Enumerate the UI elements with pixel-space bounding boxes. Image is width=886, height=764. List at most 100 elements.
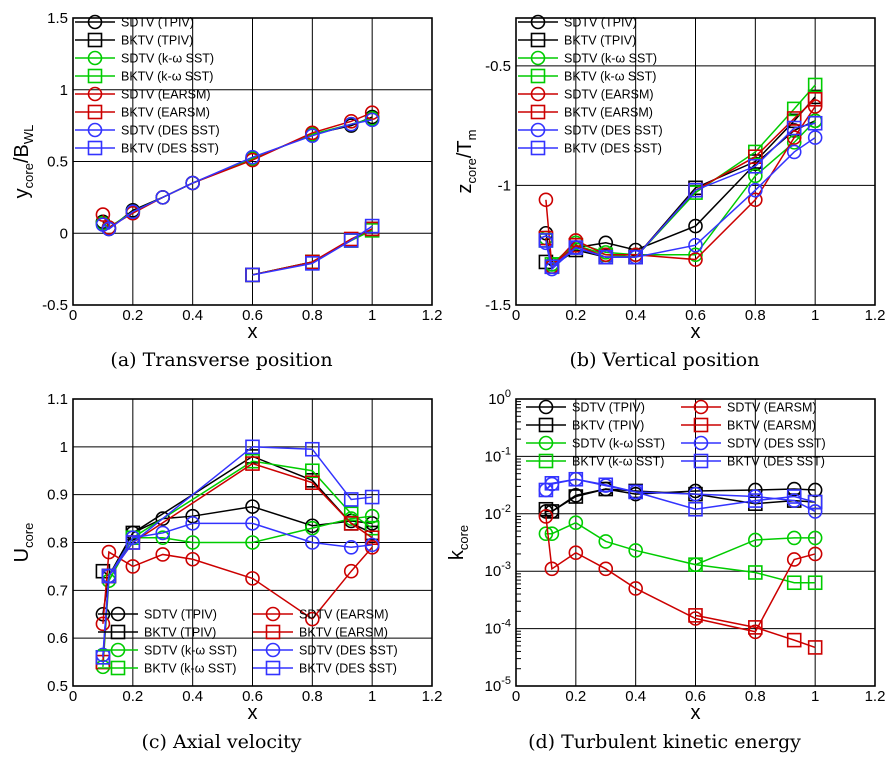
y-tick-label: 10-2 bbox=[485, 503, 511, 523]
series-line bbox=[102, 546, 373, 624]
legend-entry: BKTV (TPIV) bbox=[75, 32, 193, 48]
legend-label: BKTV (EARSM) bbox=[121, 106, 210, 120]
data-point bbox=[364, 105, 380, 121]
series-line bbox=[545, 516, 816, 633]
y-tick-label: 0.7 bbox=[47, 582, 68, 599]
legend-label: BKTV (EARSM) bbox=[299, 626, 388, 640]
data-point bbox=[748, 620, 763, 635]
legend-marker bbox=[87, 122, 103, 138]
series-line bbox=[102, 119, 373, 230]
data-point bbox=[628, 484, 643, 500]
legend-entry: SDTV (TPIV) bbox=[526, 399, 645, 415]
series-0 bbox=[95, 499, 380, 622]
data-point bbox=[95, 207, 111, 222]
legend-marker bbox=[530, 140, 546, 156]
x-tick-label: 0 bbox=[512, 307, 520, 324]
data-point bbox=[688, 252, 703, 267]
data-point bbox=[305, 611, 320, 627]
y-tick-label: 10-4 bbox=[485, 618, 511, 638]
x-tick-label: 0.2 bbox=[565, 688, 586, 705]
series-7 bbox=[538, 115, 823, 275]
y-tick-label: 10-1 bbox=[485, 445, 511, 465]
legend-label: SDTV (TPIV) bbox=[121, 16, 194, 30]
series-3 bbox=[688, 557, 823, 591]
x-tick-label: 0.2 bbox=[122, 307, 143, 324]
data-point bbox=[628, 249, 643, 265]
data-point bbox=[305, 441, 320, 457]
legend-marker bbox=[87, 68, 103, 84]
data-point bbox=[544, 259, 560, 275]
x-tick-label: 0.8 bbox=[745, 307, 766, 324]
x-tick-label: 1.2 bbox=[422, 688, 443, 705]
series-line bbox=[545, 478, 816, 513]
y-tick-label: 1.1 bbox=[47, 391, 68, 408]
data-point bbox=[538, 526, 554, 542]
data-point bbox=[598, 477, 614, 493]
data-point bbox=[343, 233, 359, 248]
legend-label: BKTV (EARSM) bbox=[727, 419, 816, 433]
legend-entry: BKTV (EARSM) bbox=[75, 104, 210, 120]
legend-label: SDTV (EARSM) bbox=[564, 88, 654, 102]
data-point bbox=[688, 237, 703, 253]
legend-entry: SDTV (TPIV) bbox=[98, 606, 217, 622]
data-point bbox=[305, 475, 320, 491]
figure-caption-a: (a) Transverse position bbox=[110, 349, 333, 371]
data-point bbox=[807, 482, 823, 498]
data-point bbox=[101, 544, 117, 560]
y-axis-label: zcore/Tm bbox=[454, 130, 479, 194]
plot-frame bbox=[72, 17, 433, 306]
legend-label: BKTV (DES SST) bbox=[121, 142, 219, 156]
data-point bbox=[807, 504, 823, 519]
data-point bbox=[245, 571, 260, 586]
data-point bbox=[807, 640, 823, 655]
legend-entry: SDTV (k-ω SST) bbox=[526, 435, 665, 451]
legend-label: BKTV (TPIV) bbox=[564, 34, 636, 48]
legend-label: BKTV (k-ω SST) bbox=[564, 70, 656, 84]
data-point bbox=[101, 221, 117, 237]
legend-marker bbox=[87, 32, 103, 48]
data-point bbox=[343, 539, 359, 555]
data-point bbox=[364, 218, 380, 234]
data-point bbox=[245, 456, 260, 471]
data-point bbox=[807, 77, 823, 93]
x-axis-label: x bbox=[248, 702, 258, 722]
legend-label: BKTV (k-ω SST) bbox=[144, 662, 236, 676]
x-axis-label: x bbox=[248, 321, 258, 340]
legend-entry: BKTV (DES SST) bbox=[681, 453, 825, 469]
data-point bbox=[748, 149, 763, 165]
data-point bbox=[598, 235, 614, 251]
data-point bbox=[343, 492, 359, 507]
legend-marker bbox=[693, 453, 709, 469]
legend-entry: BKTV (EARSM) bbox=[253, 624, 388, 640]
series-line bbox=[102, 446, 373, 658]
legend-entry: SDTV (DES SST) bbox=[75, 122, 220, 138]
data-point bbox=[568, 545, 584, 561]
x-tick-label: 0.8 bbox=[302, 688, 323, 705]
series-6 bbox=[95, 112, 380, 237]
data-point bbox=[786, 481, 802, 497]
data-point bbox=[807, 130, 823, 145]
legend-marker bbox=[265, 606, 281, 622]
data-point bbox=[748, 182, 763, 198]
chart-svg-d: 0 0.2 0.4 0.6 0.8 1 1.2 10-5 10-4 10-3 10-2 10-1 100… bbox=[446, 388, 885, 722]
series-line bbox=[102, 522, 373, 655]
legend-marker bbox=[265, 642, 281, 658]
data-point bbox=[125, 559, 141, 574]
legend-marker bbox=[530, 50, 546, 66]
legend-label: SDTV (DES SST) bbox=[299, 644, 398, 658]
data-point bbox=[125, 535, 141, 550]
legend-marker bbox=[530, 104, 546, 120]
legend-label: SDTV (k-ω SST) bbox=[121, 52, 214, 66]
legend-entry: BKTV (k-ω SST) bbox=[98, 660, 236, 676]
x-tick-label: 1 bbox=[811, 688, 819, 705]
legend-marker bbox=[265, 624, 281, 640]
legend-entry: BKTV (k-ω SST) bbox=[75, 68, 213, 84]
legend-entry: SDTV (DES SST) bbox=[518, 122, 663, 138]
legend-label: BKTV (k-ω SST) bbox=[121, 70, 213, 84]
chart-svg-b: 0 0.2 0.4 0.6 0.8 1 1.2 -1.5 -1 -0.5 x zcore/Tm SDTV… bbox=[454, 14, 885, 340]
series-7 bbox=[538, 471, 823, 517]
data-point bbox=[305, 128, 320, 143]
series-7 bbox=[95, 439, 380, 665]
legend-entry: BKTV (TPIV) bbox=[518, 32, 636, 48]
data-point bbox=[568, 240, 584, 255]
